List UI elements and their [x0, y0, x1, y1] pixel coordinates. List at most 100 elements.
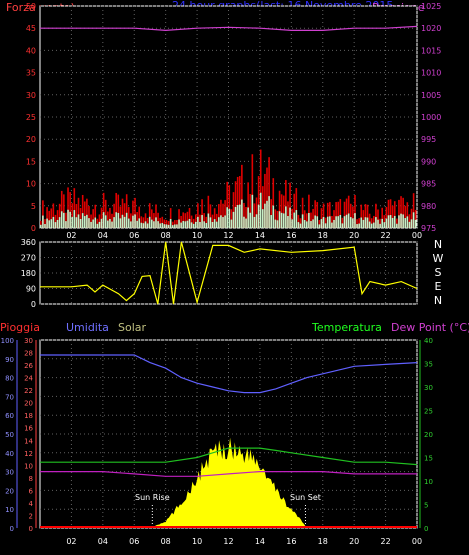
wind-bar — [60, 190, 63, 228]
y-tick-label: 70 — [5, 393, 14, 401]
wind-bar — [383, 215, 386, 228]
y-tick-label: 30 — [424, 384, 433, 392]
x-tick-label: 16 — [286, 537, 296, 546]
gust-bar — [83, 216, 86, 228]
gust-bar — [71, 216, 74, 228]
gust-bar — [383, 222, 386, 228]
temperature-title: Temperatura — [311, 321, 382, 334]
gust-bar — [310, 221, 312, 228]
gust-bar — [127, 218, 130, 228]
wind-bar — [345, 198, 348, 228]
x-tick-label: 06 — [129, 231, 139, 240]
wind-bar — [270, 199, 272, 228]
wind-bar — [199, 214, 201, 228]
gust-bar — [182, 220, 185, 228]
y-tick-label: 20 — [5, 487, 14, 495]
wind-bar — [362, 210, 365, 228]
wind-bar — [155, 204, 157, 228]
y-tick-label: 25 — [26, 113, 36, 122]
wind-bar — [402, 197, 404, 228]
wind-bar — [98, 214, 101, 228]
gust-bar — [287, 216, 289, 228]
gust-bar — [54, 222, 57, 228]
wind-bar — [104, 199, 107, 228]
y-tick-label: 40 — [5, 450, 14, 458]
gust-bar — [102, 212, 105, 228]
gust-bar — [305, 221, 308, 228]
wind-bar — [373, 215, 375, 228]
wind-bar — [266, 167, 268, 228]
wind-bar — [73, 188, 76, 228]
wind-bar — [111, 213, 113, 228]
y-tick-label: 360 — [21, 238, 36, 247]
gust-bar — [253, 216, 256, 228]
wind-bar — [192, 218, 195, 228]
wind-bar — [398, 199, 400, 228]
gust-bar — [243, 216, 245, 228]
wind-bar — [218, 204, 220, 228]
y-tick-label: 15 — [424, 455, 433, 463]
gust-bar — [113, 217, 115, 228]
gust-bar — [345, 214, 348, 228]
x-tick-label: 08 — [161, 537, 171, 546]
wind-bar — [161, 216, 164, 228]
x-tick-label: 20 — [349, 537, 359, 546]
wind-bar — [81, 194, 84, 228]
x-tick-label: 02 — [66, 231, 76, 240]
gust-bar — [153, 221, 155, 228]
pressure-line — [40, 25, 418, 32]
wind-bar — [65, 212, 67, 228]
wind-bar — [381, 207, 383, 228]
wind-bar — [389, 199, 392, 228]
gust-bar — [293, 212, 296, 228]
x-tick-label: 10 — [192, 231, 202, 240]
y-tick-label: 24 — [24, 375, 33, 383]
gust-bar — [251, 194, 254, 228]
gust-bar — [414, 219, 417, 228]
wind-bar — [316, 202, 319, 228]
gust-bar — [94, 217, 97, 228]
gust-bar — [285, 206, 287, 228]
y-tick-label: 30 — [5, 469, 14, 477]
sunset-label: Sun Set — [290, 493, 321, 502]
wind-bar — [56, 210, 59, 228]
gust-bar — [266, 200, 268, 228]
wind-bar — [52, 203, 55, 228]
gust-bar — [130, 221, 132, 228]
wind-bar — [130, 213, 132, 228]
y-tick-label: 30 — [26, 91, 36, 100]
gust-bar — [155, 217, 157, 228]
wind-bar — [329, 202, 331, 228]
gust-bar — [136, 220, 138, 228]
gust-bar — [308, 213, 310, 228]
gust-bar — [220, 215, 222, 228]
y-tick-label: 40 — [424, 337, 433, 345]
gust-bar — [318, 224, 321, 228]
wind-bar — [222, 203, 224, 228]
wind-bar — [291, 208, 293, 228]
gust-bar — [343, 216, 346, 228]
gust-bar — [111, 221, 113, 228]
y-tick-label: 14 — [24, 437, 33, 445]
wind-bar — [368, 213, 371, 228]
wind-bar — [278, 190, 281, 228]
gust-bar — [213, 219, 216, 228]
gust-bar — [46, 218, 48, 228]
gust-bar — [161, 222, 164, 228]
gust-bar — [408, 221, 411, 228]
wind-bar — [352, 206, 354, 228]
gust-bar — [230, 219, 233, 228]
x-tick-label: 22 — [380, 231, 390, 240]
wind-bar — [146, 217, 149, 228]
gust-bar — [299, 223, 302, 228]
gust-bar — [400, 213, 402, 228]
gust-bar — [159, 223, 161, 228]
gust-bar — [245, 218, 247, 228]
dewpoint-line — [40, 471, 417, 477]
compass-label: W — [433, 252, 444, 265]
y-tick-label: 1020 — [421, 24, 441, 33]
gust-bar — [226, 207, 229, 228]
wind-bar — [360, 204, 363, 228]
y-tick-label: 28 — [24, 350, 33, 358]
gust-bar — [121, 214, 124, 228]
